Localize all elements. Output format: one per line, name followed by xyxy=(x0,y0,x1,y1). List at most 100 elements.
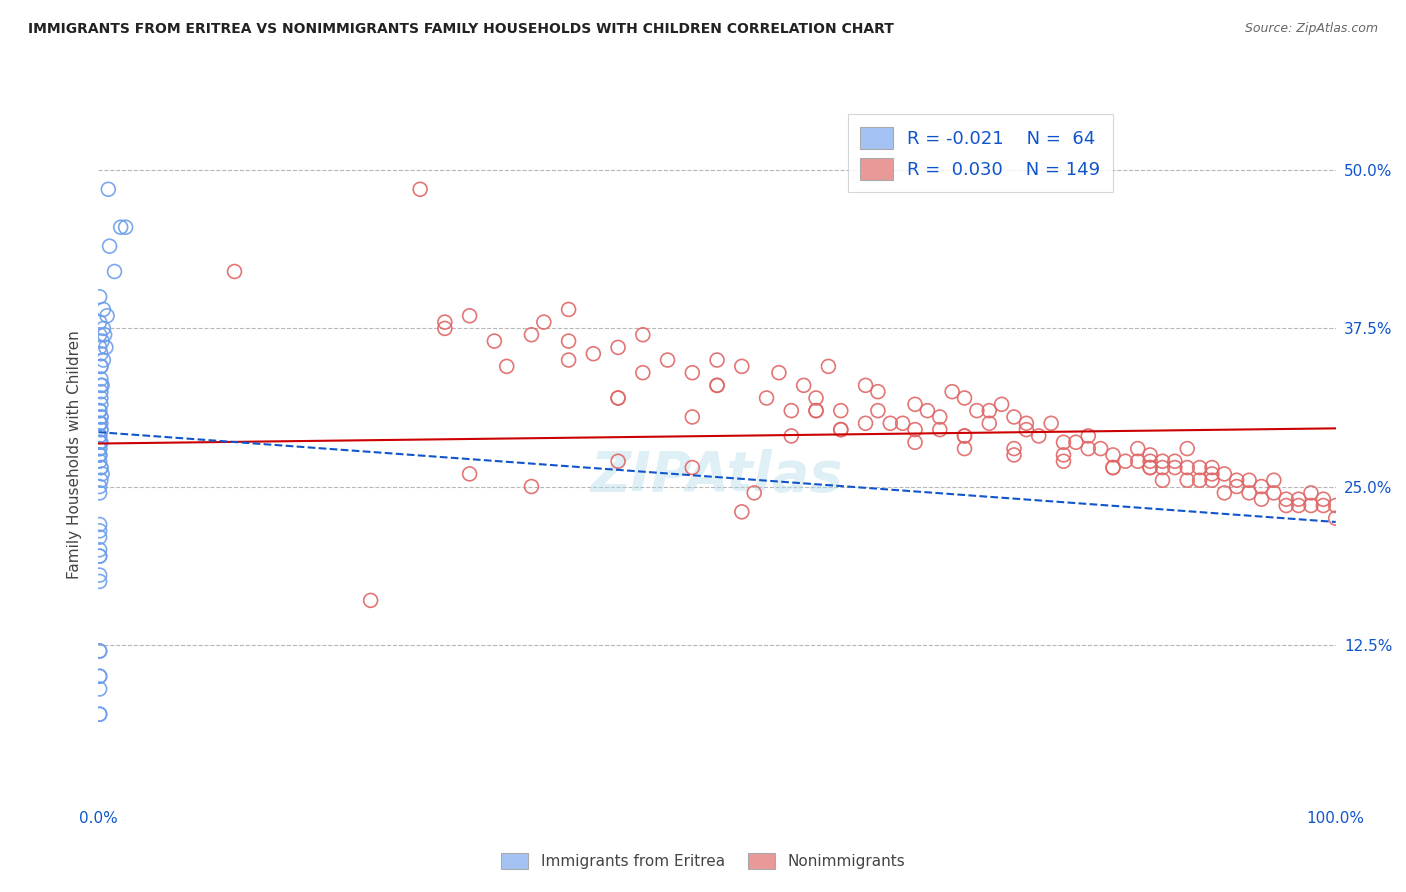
Point xyxy=(830,403,852,417)
Point xyxy=(879,417,901,431)
Point xyxy=(1250,479,1272,493)
Point xyxy=(1312,492,1334,507)
Point xyxy=(1263,473,1285,487)
Point xyxy=(1015,423,1038,437)
Point xyxy=(90,435,112,450)
Point xyxy=(89,479,111,493)
Point xyxy=(533,315,555,329)
Point xyxy=(96,309,118,323)
Point xyxy=(89,542,111,557)
Point xyxy=(89,442,111,456)
Point xyxy=(904,423,927,437)
Point xyxy=(1002,448,1025,462)
Point xyxy=(917,403,939,417)
Point xyxy=(91,467,114,481)
Point xyxy=(1188,460,1211,475)
Point xyxy=(90,359,112,374)
Point xyxy=(89,435,111,450)
Point xyxy=(731,359,754,374)
Point xyxy=(1077,429,1099,443)
Point xyxy=(89,448,111,462)
Point xyxy=(89,429,111,443)
Point xyxy=(1288,499,1310,513)
Point xyxy=(433,315,456,329)
Point xyxy=(768,366,790,380)
Point xyxy=(1299,486,1322,500)
Point xyxy=(1226,479,1249,493)
Point xyxy=(1002,442,1025,456)
Point xyxy=(990,397,1012,411)
Point xyxy=(93,302,115,317)
Point xyxy=(557,334,579,348)
Point xyxy=(89,448,111,462)
Point xyxy=(953,429,976,443)
Point xyxy=(1201,460,1223,475)
Point xyxy=(631,327,654,342)
Point xyxy=(755,391,778,405)
Point xyxy=(706,378,728,392)
Point xyxy=(90,423,112,437)
Point xyxy=(1028,429,1050,443)
Point xyxy=(830,423,852,437)
Point xyxy=(90,409,112,424)
Point xyxy=(484,334,506,348)
Point xyxy=(1139,454,1161,468)
Point xyxy=(89,340,111,354)
Point xyxy=(98,239,121,253)
Point xyxy=(607,391,630,405)
Point xyxy=(89,644,111,658)
Point xyxy=(1139,448,1161,462)
Point xyxy=(1114,454,1136,468)
Point xyxy=(1002,409,1025,424)
Point xyxy=(458,467,481,481)
Point xyxy=(89,429,111,443)
Point xyxy=(928,423,950,437)
Point xyxy=(866,384,889,399)
Point xyxy=(93,321,115,335)
Point xyxy=(89,549,111,563)
Point xyxy=(1126,454,1149,468)
Point xyxy=(928,409,950,424)
Point xyxy=(97,182,120,196)
Point xyxy=(855,378,877,392)
Point xyxy=(1152,473,1174,487)
Point xyxy=(1226,473,1249,487)
Point xyxy=(1164,460,1187,475)
Point xyxy=(817,359,839,374)
Point xyxy=(114,220,136,235)
Point xyxy=(1015,417,1038,431)
Point xyxy=(953,429,976,443)
Point xyxy=(706,353,728,368)
Point xyxy=(89,524,111,538)
Point xyxy=(409,182,432,196)
Point xyxy=(91,334,114,348)
Point xyxy=(458,309,481,323)
Point xyxy=(90,384,112,399)
Point xyxy=(607,454,630,468)
Point xyxy=(731,505,754,519)
Point xyxy=(1175,473,1198,487)
Point xyxy=(1312,499,1334,513)
Point xyxy=(1052,454,1074,468)
Point xyxy=(1237,486,1260,500)
Point xyxy=(607,340,630,354)
Point xyxy=(89,327,111,342)
Point xyxy=(1077,442,1099,456)
Point xyxy=(89,486,111,500)
Point xyxy=(89,454,111,468)
Point xyxy=(224,264,246,278)
Point xyxy=(904,397,927,411)
Point xyxy=(1102,460,1125,475)
Point xyxy=(966,403,988,417)
Point xyxy=(89,549,111,563)
Point xyxy=(1275,499,1298,513)
Legend: Immigrants from Eritrea, Nonimmigrants: Immigrants from Eritrea, Nonimmigrants xyxy=(495,847,911,875)
Point xyxy=(742,486,765,500)
Point xyxy=(1102,448,1125,462)
Point xyxy=(557,353,579,368)
Point xyxy=(557,302,579,317)
Point xyxy=(1152,454,1174,468)
Point xyxy=(1213,486,1236,500)
Point xyxy=(433,321,456,335)
Point xyxy=(93,327,115,342)
